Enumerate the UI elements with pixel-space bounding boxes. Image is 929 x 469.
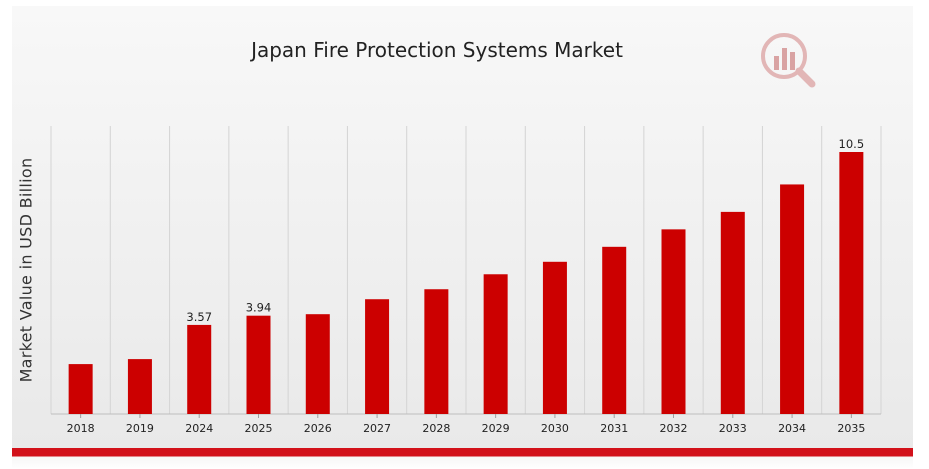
bar-2018: [68, 364, 93, 414]
bar-2031: [602, 246, 627, 414]
bar-2026: [305, 314, 330, 414]
x-tick-label-2030: 2030: [541, 422, 569, 435]
bar-2025: [246, 315, 271, 414]
bottom-accent-bar: [12, 448, 913, 469]
data-label-2025: 3.94: [246, 301, 272, 315]
data-label-2035: 10.5: [839, 137, 865, 151]
bar-2033: [720, 211, 745, 414]
bar-2028: [424, 289, 449, 414]
x-tick-label-2031: 2031: [600, 422, 628, 435]
bar-2034: [780, 184, 805, 414]
x-tick-label-2025: 2025: [245, 422, 273, 435]
bar-2024: [187, 324, 212, 414]
bar-2035: [839, 152, 864, 414]
x-tick-label-2019: 2019: [126, 422, 154, 435]
x-tick-label-2024: 2024: [185, 422, 213, 435]
x-tick-label-2028: 2028: [422, 422, 450, 435]
x-tick-label-2033: 2033: [719, 422, 747, 435]
bar-2019: [127, 359, 152, 414]
x-tick-label-2018: 2018: [67, 422, 95, 435]
data-label-2024: 3.57: [186, 310, 212, 324]
bar-2030: [542, 261, 567, 414]
chart-title: Japan Fire Protection Systems Market: [251, 38, 623, 62]
x-tick-label-2032: 2032: [660, 422, 688, 435]
x-tick-label-2027: 2027: [363, 422, 391, 435]
chart-magnifier-logo-icon: [761, 33, 816, 88]
x-tick-label-2029: 2029: [482, 422, 510, 435]
bar-2032: [661, 229, 686, 414]
x-tick-label-2034: 2034: [778, 422, 806, 435]
x-tick-label-2026: 2026: [304, 422, 332, 435]
x-tick-label-2035: 2035: [837, 422, 865, 435]
bar-2027: [365, 299, 390, 414]
bar-2029: [483, 274, 508, 414]
